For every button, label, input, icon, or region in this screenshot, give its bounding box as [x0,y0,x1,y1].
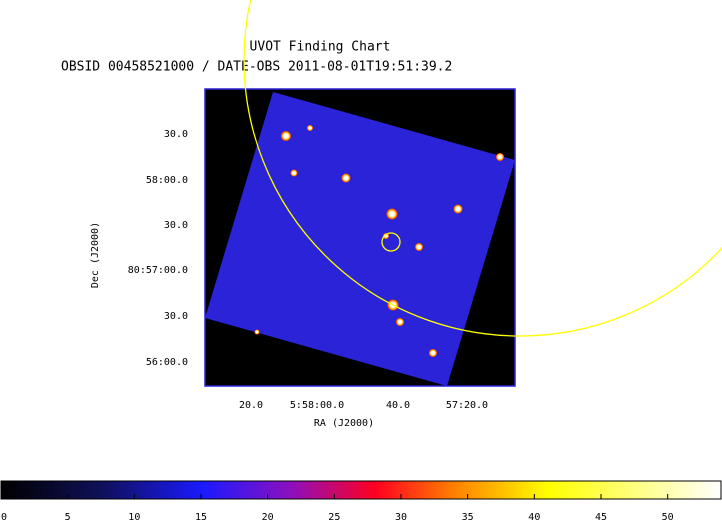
y-tick-label: 30.0 [164,129,188,140]
x-tick-label: 20.0 [239,400,263,411]
colorbar-tick-label: 20 [262,512,274,521]
x-tick-label: 5:58:00.0 [290,400,344,411]
colorbar-tick-label: 40 [528,512,540,521]
title: UVOT Finding Chart [250,40,391,55]
subtitle: OBSID 00458521000 / DATE-OBS 2011-08-01T… [61,60,452,75]
colorbar-tick-label: 30 [395,512,407,521]
y-tick-label: 58:00.0 [146,175,188,186]
colorbar-tick-label: 0 [1,512,7,521]
colorbar-tick-label: 45 [595,512,607,521]
colorbar-tick-label: 35 [462,512,474,521]
colorbar-tick-label: 15 [195,512,207,521]
y-tick-label: 30.0 [164,220,188,231]
x-tick-label: 57:20.0 [446,400,488,411]
colorbar-tick-label: 50 [662,512,674,521]
sky-image [205,89,515,386]
x-axis-label: RA (J2000) [314,418,374,429]
y-tick-label: 56:00.0 [146,357,188,368]
colorbar-tick-label: 25 [328,512,340,521]
y-axis-label: Dec (J2000) [90,222,101,288]
y-tick-label: 30.0 [164,311,188,322]
colorbar-tick-label: 5 [65,512,71,521]
x-tick-label: 40.0 [386,400,410,411]
y-tick-label: 80:57:00.0 [128,265,188,276]
colorbar-tick-label: 10 [128,512,140,521]
colorbar [0,480,722,500]
